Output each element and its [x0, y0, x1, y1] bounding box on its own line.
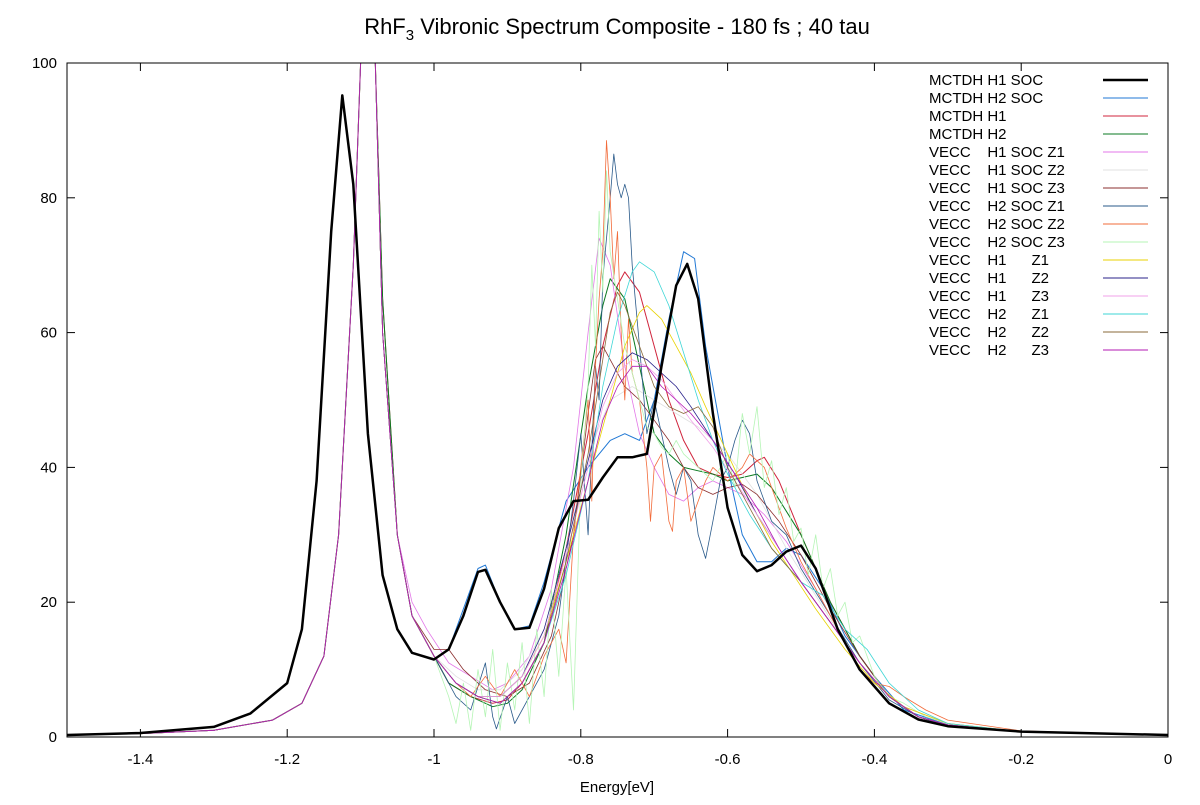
x-tick-label: -1.4 — [127, 751, 153, 768]
y-tick-label: 40 — [40, 459, 57, 476]
legend-label: MCTDH H2 SOC — [929, 90, 1043, 107]
legend-label: MCTDH H1 SOC — [929, 72, 1043, 89]
legend-label: VECC H2 SOC Z3 — [929, 234, 1065, 251]
chart-title-rest: Vibronic Spectrum Composite - 180 fs ; 4… — [414, 14, 870, 39]
legend-label: MCTDH H1 — [929, 108, 1007, 125]
y-axis: 0 20 40 60 80 100 — [32, 55, 1168, 746]
legend-label: VECC H1 SOC Z3 — [929, 180, 1065, 197]
x-axis-label: Energy[eV] — [580, 779, 654, 796]
series-line-0 — [67, 94, 1168, 737]
y-tick-label: 20 — [40, 594, 57, 611]
plot-frame — [66, 62, 1169, 738]
legend-label: VECC H1 SOC Z2 — [929, 162, 1065, 179]
x-tick-label: -1.2 — [274, 751, 300, 768]
x-tick-label: -0.2 — [1008, 751, 1034, 768]
legend-label: VECC H2 Z1 — [929, 306, 1049, 323]
legend-label: VECC H1 Z2 — [929, 270, 1049, 287]
series-line-15 — [67, 63, 1168, 736]
x-tick-label: -0.8 — [568, 751, 594, 768]
x-axis: -1.4 -1.2 -1 -0.8 -0.6 -0.4 -0.2 0 — [127, 63, 1172, 768]
chart-title-main: RhF — [364, 14, 406, 39]
series-group — [67, 63, 1168, 737]
x-tick-label: -1 — [427, 751, 440, 768]
x-tick-label: -0.6 — [715, 751, 741, 768]
y-tick-label: 60 — [40, 325, 57, 342]
y-tick-label: 0 — [49, 729, 57, 746]
legend-label: VECC H2 SOC Z1 — [929, 198, 1065, 215]
legend-label: VECC H1 Z3 — [929, 288, 1049, 305]
legend-label: VECC H2 Z3 — [929, 342, 1049, 359]
y-tick-label: 80 — [40, 190, 57, 207]
legend-label: VECC H2 Z2 — [929, 324, 1049, 341]
chart-title: RhF3 Vibronic Spectrum Composite - 180 f… — [364, 14, 870, 44]
legend-label: VECC H1 Z1 — [929, 252, 1049, 269]
legend-label: VECC H1 SOC Z1 — [929, 144, 1065, 161]
legend-label: VECC H2 SOC Z2 — [929, 216, 1065, 233]
y-tick-label: 100 — [32, 55, 57, 72]
x-tick-label: -0.4 — [861, 751, 887, 768]
legend-label: MCTDH H2 — [929, 126, 1007, 143]
x-tick-label: 0 — [1164, 751, 1172, 768]
chart-title-subscript: 3 — [406, 27, 414, 44]
